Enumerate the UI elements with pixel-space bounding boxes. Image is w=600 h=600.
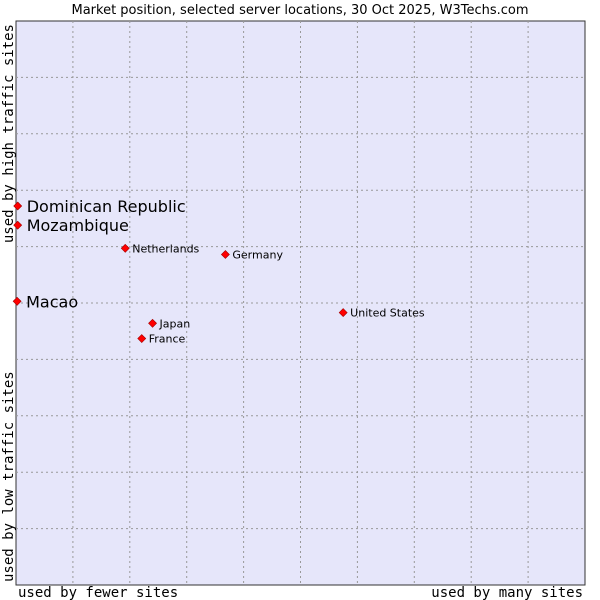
point-label: Japan [159, 317, 191, 330]
y-axis-label-low: used by low traffic sites [1, 371, 17, 582]
point-label: Macao [26, 292, 78, 311]
x-axis-label-low: used by fewer sites [18, 585, 178, 600]
x-axis-label-high: used by many sites [431, 585, 583, 600]
data-point [148, 318, 157, 328]
data-point [338, 308, 348, 318]
data-point [13, 220, 23, 230]
data-point [12, 296, 22, 306]
point-label: Dominican Republic [27, 197, 186, 216]
data-point [137, 334, 147, 343]
point-label: Netherlands [132, 242, 199, 255]
grid-lines [16, 21, 585, 585]
point-label: Germany [232, 248, 283, 261]
data-point [13, 201, 23, 211]
point-label: United States [350, 307, 425, 320]
point-label: Mozambique [27, 216, 129, 235]
chart-title: Market position, selected server locatio… [71, 3, 528, 18]
data-point [120, 243, 130, 253]
data-point [220, 250, 230, 259]
y-axis-label-high: used by high traffic sites [1, 24, 17, 243]
point-label: France [149, 333, 186, 346]
